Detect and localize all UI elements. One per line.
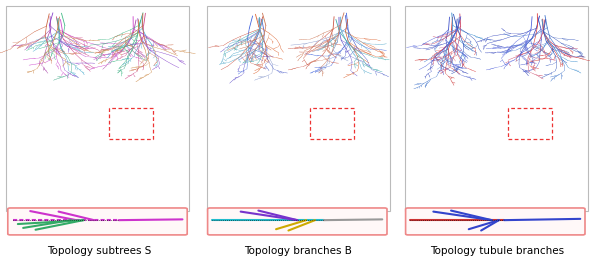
Text: Topology tubule branches: Topology tubule branches [430,246,564,256]
FancyBboxPatch shape [406,208,585,235]
Text: Topology subtrees S: Topology subtrees S [47,246,151,256]
Bar [508,108,553,139]
FancyBboxPatch shape [6,6,189,211]
FancyBboxPatch shape [8,208,187,235]
Bar [109,108,154,139]
FancyBboxPatch shape [405,6,588,211]
Text: Topology branches B: Topology branches B [244,246,352,256]
FancyBboxPatch shape [207,6,390,211]
FancyBboxPatch shape [208,208,387,235]
Bar [310,108,355,139]
